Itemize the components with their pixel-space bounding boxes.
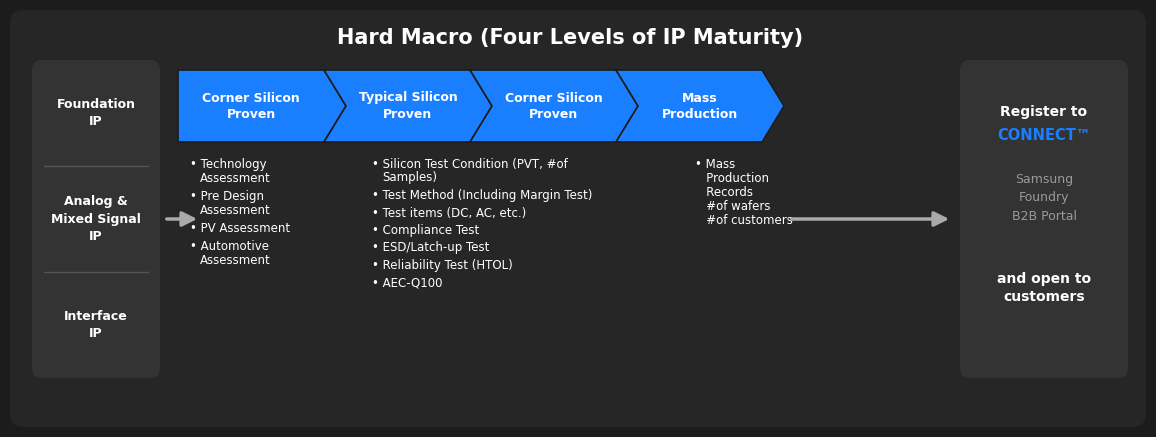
Polygon shape [470, 70, 638, 142]
Text: Analog &
Mixed Signal
IP: Analog & Mixed Signal IP [51, 195, 141, 243]
Text: • Silicon Test Condition (PVT, #of: • Silicon Test Condition (PVT, #of [372, 158, 568, 171]
Text: • PV Assessment: • PV Assessment [190, 222, 290, 235]
Polygon shape [178, 70, 346, 142]
Text: Samples): Samples) [381, 171, 437, 184]
Text: Corner Silicon
Proven: Corner Silicon Proven [202, 91, 299, 121]
Text: Assessment: Assessment [200, 254, 271, 267]
Text: Assessment: Assessment [200, 204, 271, 216]
Text: • AEC-Q100: • AEC-Q100 [372, 277, 443, 289]
Text: • ESD/Latch-up Test: • ESD/Latch-up Test [372, 242, 489, 254]
Polygon shape [324, 70, 492, 142]
FancyBboxPatch shape [32, 60, 160, 378]
Text: • Test Method (Including Margin Test): • Test Method (Including Margin Test) [372, 189, 592, 202]
FancyBboxPatch shape [10, 10, 1146, 427]
FancyBboxPatch shape [959, 60, 1128, 378]
Text: Hard Macro (Four Levels of IP Maturity): Hard Macro (Four Levels of IP Maturity) [336, 28, 803, 48]
Text: #of customers: #of customers [695, 214, 793, 227]
Text: • Test items (DC, AC, etc.): • Test items (DC, AC, etc.) [372, 207, 526, 219]
Text: #of wafers: #of wafers [695, 200, 771, 213]
Text: • Technology: • Technology [190, 158, 267, 171]
Text: Register to: Register to [1000, 105, 1088, 119]
Text: CONNECT™: CONNECT™ [998, 128, 1091, 143]
Text: • Compliance Test: • Compliance Test [372, 224, 480, 237]
Text: • Automotive: • Automotive [190, 240, 269, 253]
Text: Records: Records [695, 186, 753, 199]
Text: Corner Silicon
Proven: Corner Silicon Proven [505, 91, 603, 121]
Text: • Pre Design: • Pre Design [190, 190, 264, 203]
Text: Typical Silicon
Proven: Typical Silicon Proven [358, 91, 458, 121]
Text: Samsung
Foundry
B2B Portal: Samsung Foundry B2B Portal [1012, 173, 1076, 222]
Text: Interface
IP: Interface IP [64, 310, 128, 340]
Polygon shape [616, 70, 784, 142]
Text: Mass
Production: Mass Production [662, 91, 739, 121]
Text: Assessment: Assessment [200, 171, 271, 184]
Text: and open to
customers: and open to customers [996, 272, 1091, 304]
Text: • Mass: • Mass [695, 158, 735, 171]
Text: • Reliability Test (HTOL): • Reliability Test (HTOL) [372, 259, 513, 272]
Text: Foundation
IP: Foundation IP [57, 98, 135, 128]
Text: Production: Production [695, 172, 769, 185]
